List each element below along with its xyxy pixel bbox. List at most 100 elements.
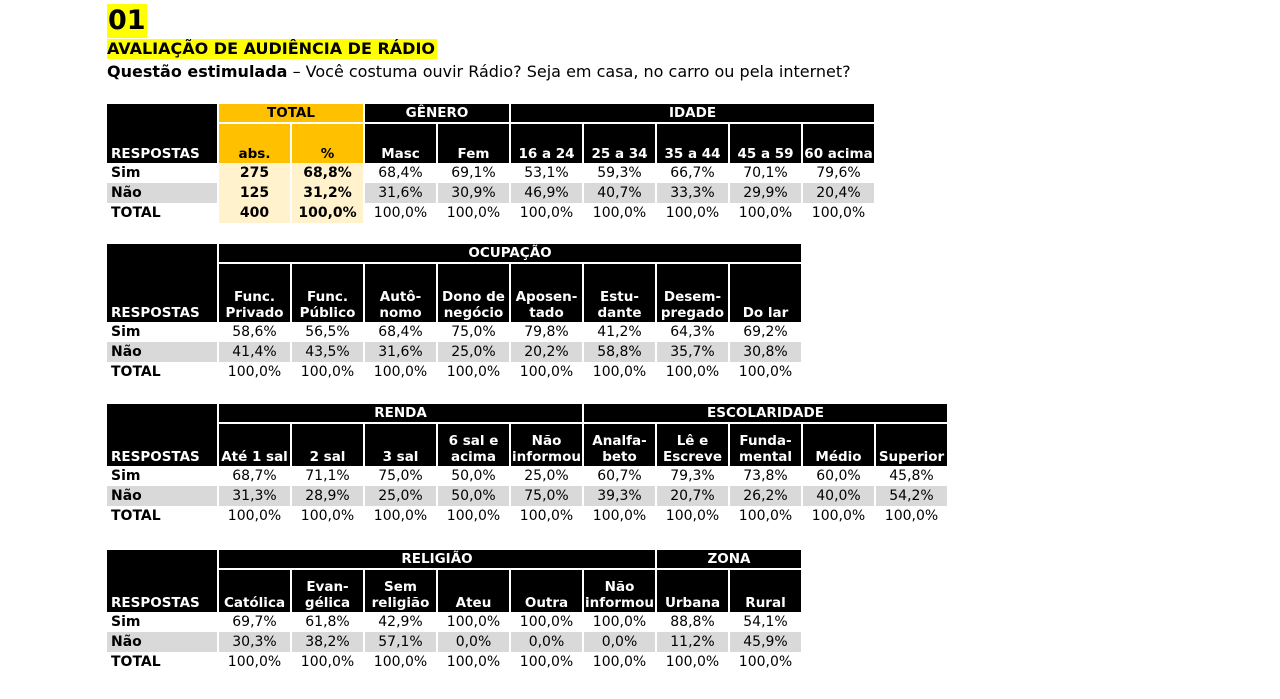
cell: 100,0% <box>438 203 511 223</box>
cell: 100,0% <box>292 652 365 672</box>
group-religion: RELIGIÃO <box>219 550 657 570</box>
cell: 100,0% <box>584 362 657 382</box>
col-autonomo: Autô- nomo <box>365 264 438 322</box>
cell: 64,3% <box>657 322 730 342</box>
cell: 58,6% <box>219 322 292 342</box>
question-line: Questão estimulada – Você costuma ouvir … <box>107 61 851 83</box>
col-rural: Rural <box>730 570 803 612</box>
header-blank: RESPOSTAS <box>107 404 219 466</box>
col-age-35-44: 35 a 44 <box>657 124 730 163</box>
cell: 50,0% <box>438 486 511 506</box>
cell: 58,8% <box>584 342 657 362</box>
cell: 71,1% <box>292 466 365 486</box>
cell: 75,0% <box>511 486 584 506</box>
responses-header: RESPOSTAS <box>111 146 200 162</box>
cell: 100,0% <box>292 362 365 382</box>
cell: 73,8% <box>730 466 803 486</box>
col-do-lar: Do lar <box>730 264 803 322</box>
col-pct: % <box>292 124 365 163</box>
cell: 31,3% <box>219 486 292 506</box>
cell: 41,2% <box>584 322 657 342</box>
col-desempregado: Desem- pregado <box>657 264 730 322</box>
row-label: Não <box>107 183 219 203</box>
group-zone: ZONA <box>657 550 803 570</box>
header-blank: RESPOSTAS <box>107 550 219 612</box>
col-age-60: 60 acima <box>803 124 876 163</box>
row-label: TOTAL <box>107 362 219 382</box>
cell: 40,0% <box>803 486 876 506</box>
col-nao-informou: Não informou <box>511 424 584 466</box>
group-age: IDADE <box>511 104 876 124</box>
cell: 100,0% <box>876 506 949 526</box>
cell: 38,2% <box>292 632 365 652</box>
col-aposentado: Aposen- tado <box>511 264 584 322</box>
cell: 43,5% <box>292 342 365 362</box>
cell: 100,0% <box>511 362 584 382</box>
col-masc: Masc <box>365 124 438 163</box>
table-row: TOTAL 100,0% 100,0% 100,0% 100,0% 100,0%… <box>107 652 803 672</box>
cell: 35,7% <box>657 342 730 362</box>
cell: 100,0% <box>438 612 511 632</box>
table-row: TOTAL 100,0% 100,0% 100,0% 100,0% 100,0%… <box>107 362 803 382</box>
cell: 100,0% <box>584 506 657 526</box>
col-ateu: Ateu <box>438 570 511 612</box>
cell: 100,0% <box>730 362 803 382</box>
table-row: TOTAL 400 100,0% 100,0% 100,0% 100,0% 10… <box>107 203 876 223</box>
col-age-45-59: 45 a 59 <box>730 124 803 163</box>
cell: 60,0% <box>803 466 876 486</box>
cell: 39,3% <box>584 486 657 506</box>
cell: 31,6% <box>365 183 438 203</box>
group-occupation: OCUPAÇÃO <box>219 244 803 264</box>
table-row: Sim 69,7% 61,8% 42,9% 100,0% 100,0% 100,… <box>107 612 803 632</box>
col-ate-1-sal: Até 1 sal <box>219 424 292 466</box>
cell: 100,0% <box>511 652 584 672</box>
cell: 100,0% <box>657 652 730 672</box>
cell: 20,4% <box>803 183 876 203</box>
cell: 25,0% <box>511 466 584 486</box>
cell: 100,0% <box>365 362 438 382</box>
cell: 100,0% <box>292 203 365 223</box>
table-religion-zone: RESPOSTAS RELIGIÃO ZONA Católica Evan- g… <box>107 550 803 672</box>
col-abs: abs. <box>219 124 292 163</box>
row-label: Não <box>107 486 219 506</box>
cell: 100,0% <box>511 506 584 526</box>
table-row: Não 31,3% 28,9% 25,0% 50,0% 75,0% 39,3% … <box>107 486 949 506</box>
col-analfabeto: Analfa- beto <box>584 424 657 466</box>
table-row: TOTAL 100,0% 100,0% 100,0% 100,0% 100,0%… <box>107 506 949 526</box>
survey-title: AVALIAÇÃO DE AUDIÊNCIA DE RÁDIO <box>107 39 437 59</box>
cell: 68,4% <box>365 163 438 183</box>
cell: 29,9% <box>730 183 803 203</box>
col-evangelica: Evan- gélica <box>292 570 365 612</box>
cell: 40,7% <box>584 183 657 203</box>
cell: 68,4% <box>365 322 438 342</box>
cell: 100,0% <box>584 612 657 632</box>
cell: 100,0% <box>365 203 438 223</box>
table-row: Sim 68,7% 71,1% 75,0% 50,0% 25,0% 60,7% … <box>107 466 949 486</box>
cell: 100,0% <box>219 506 292 526</box>
col-urbana: Urbana <box>657 570 730 612</box>
row-label: Não <box>107 342 219 362</box>
col-dono-negocio: Dono de negócio <box>438 264 511 322</box>
cell: 20,2% <box>511 342 584 362</box>
cell: 30,9% <box>438 183 511 203</box>
col-6-sal-acima: 6 sal e acima <box>438 424 511 466</box>
col-age-25-34: 25 a 34 <box>584 124 657 163</box>
group-total: TOTAL <box>219 104 365 124</box>
cell: 0,0% <box>584 632 657 652</box>
cell: 100,0% <box>803 203 876 223</box>
cell: 26,2% <box>730 486 803 506</box>
cell: 79,6% <box>803 163 876 183</box>
cell: 79,8% <box>511 322 584 342</box>
question-label: Questão estimulada <box>107 62 288 81</box>
cell: 125 <box>219 183 292 203</box>
col-fem: Fem <box>438 124 511 163</box>
cell: 69,1% <box>438 163 511 183</box>
cell: 54,2% <box>876 486 949 506</box>
cell: 79,3% <box>657 466 730 486</box>
cell: 28,9% <box>292 486 365 506</box>
col-func-privado: Func. Privado <box>219 264 292 322</box>
cell: 56,5% <box>292 322 365 342</box>
table-income-education: RESPOSTAS RENDA ESCOLARIDADE Até 1 sal 2… <box>107 404 949 526</box>
cell: 100,0% <box>219 652 292 672</box>
cell: 75,0% <box>438 322 511 342</box>
